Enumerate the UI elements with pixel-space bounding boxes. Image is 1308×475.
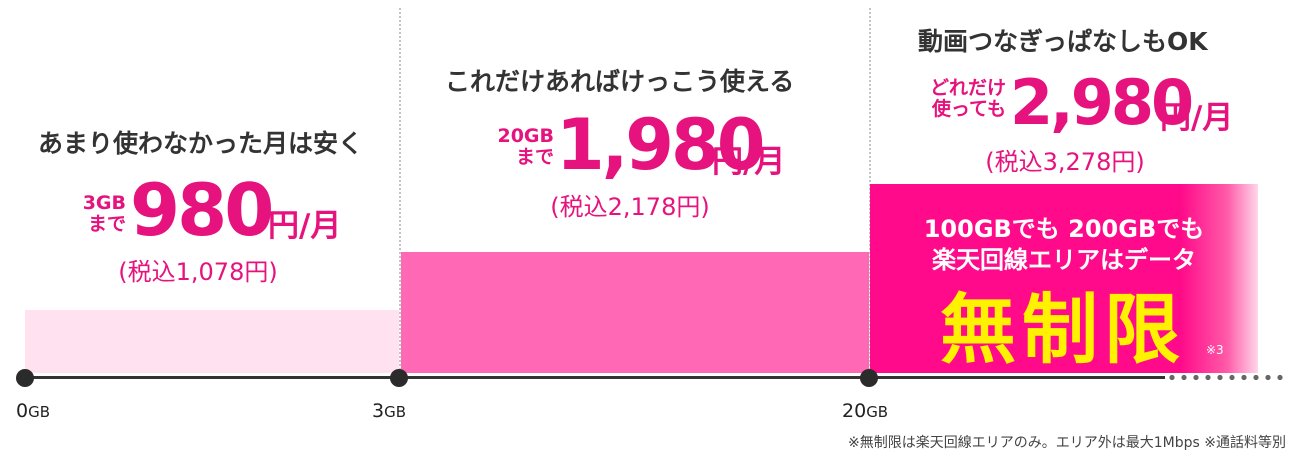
tier3-unit: 円/月 <box>1160 100 1234 136</box>
tier3-qualifier: どれだけ 使っても <box>929 77 1006 120</box>
axis-marker-3 <box>390 369 408 387</box>
tier3-promo-line1: 100GBでも 200GBでも <box>923 215 1205 243</box>
tier2-tax-included: (税込2,178円) <box>550 193 710 221</box>
axis-continuation-dots <box>1166 374 1286 381</box>
tier1-heading: あまり使わなかった月は安く <box>38 129 364 158</box>
tier3-bar <box>870 184 1258 373</box>
tier2-heading: これだけあればけっこう使える <box>445 67 795 96</box>
x-axis-line <box>25 376 1165 379</box>
footnote: ※無制限は楽天回線エリアのみ。エリア外は最大1Mbps ※通話料等別 <box>848 435 1286 451</box>
tier3-price: 2,980 <box>1010 66 1194 139</box>
tick-label-20: 20GB <box>842 400 889 422</box>
tier1-bar <box>25 310 399 373</box>
tier3-note-ref: ※3 <box>1206 343 1224 357</box>
tier2-limit: 20GB まで <box>497 125 554 168</box>
tier3-promo-line2: 楽天回線エリアはデータ <box>932 246 1196 274</box>
tier3-heading: 動画つなぎっぱなしもOK <box>918 27 1208 56</box>
tier2-bar <box>401 252 869 373</box>
axis-marker-0 <box>16 369 34 387</box>
tier1-price: 980 <box>130 168 274 252</box>
tier2-price: 1,980 <box>556 104 765 186</box>
tier1-tax-included: (税込1,078円) <box>118 258 278 286</box>
axis-marker-20 <box>860 369 878 387</box>
tier3-unlimited-label: 無制限 <box>940 285 1186 374</box>
tier3-tax-included: (税込3,278円) <box>985 148 1145 176</box>
tier-divider-1 <box>399 8 401 370</box>
tick-label-0: 0GB <box>16 400 51 422</box>
tier1-unit: 円/月 <box>268 208 342 244</box>
tick-label-3: 3GB <box>372 400 407 422</box>
tier2-unit: 円/月 <box>712 144 786 180</box>
tier1-limit: 3GB まで <box>82 192 126 235</box>
